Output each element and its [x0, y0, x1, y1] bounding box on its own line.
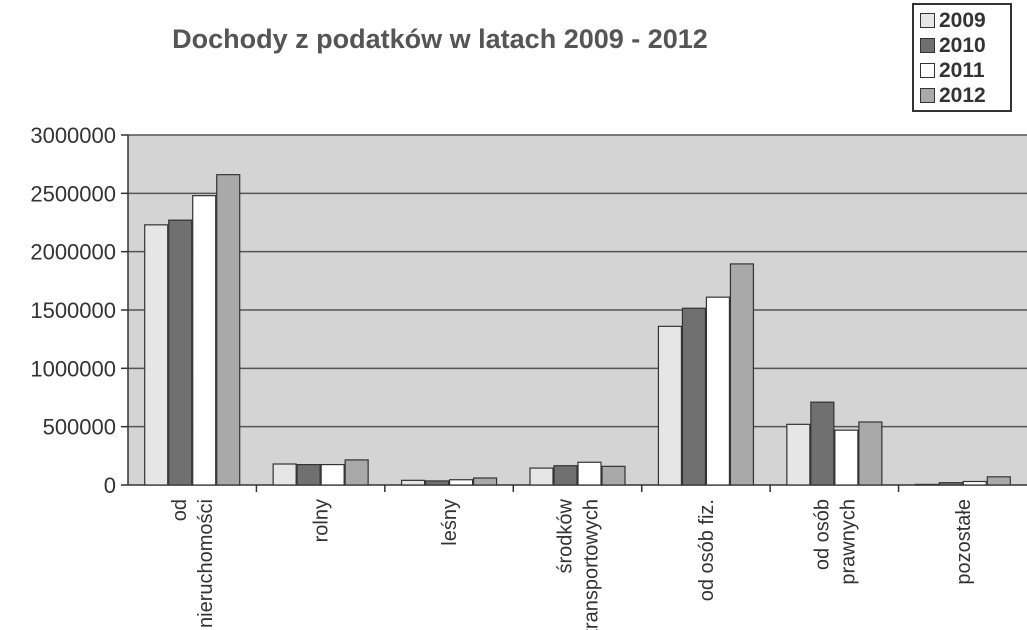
y-tick-label: 0 [104, 473, 116, 498]
legend-swatch [920, 38, 935, 53]
legend-label: 2009 [939, 8, 986, 32]
y-tick-label: 1500000 [30, 298, 116, 323]
legend-label: 2010 [939, 33, 986, 57]
bar-2011-4 [577, 461, 602, 486]
bar-2009-4 [529, 467, 554, 486]
y-tick-label: 3000000 [30, 123, 116, 148]
legend-item-2011: 2011 [920, 58, 1006, 83]
bar-2009-5 [657, 325, 683, 486]
y-tick-label: 2000000 [30, 240, 116, 265]
bar-2009-6 [786, 423, 811, 486]
bar-2010-2 [296, 463, 321, 486]
legend-item-2012: 2012 [920, 83, 1006, 108]
legend-item-2009: 2009 [920, 8, 1006, 33]
bar-2011-5 [705, 296, 731, 486]
bar-2010-6 [810, 401, 835, 486]
y-tick-label: 500000 [43, 415, 116, 440]
bar-2011-2 [320, 463, 345, 486]
legend-item-2010: 2010 [920, 33, 1006, 58]
legend-swatch [920, 88, 935, 103]
x-tick-label: od nieruchomości [169, 499, 217, 628]
bar-2010-3 [424, 480, 450, 486]
legend-swatch [920, 63, 935, 78]
y-tick-label: 2500000 [30, 181, 116, 206]
legend-label: 2011 [939, 58, 985, 82]
bar-2012-6 [858, 421, 883, 486]
bar-2011-6 [834, 429, 859, 486]
x-tick-label: środków transportowych [555, 498, 603, 630]
bar-2012-3 [472, 477, 498, 486]
bar-2010-5 [681, 307, 707, 486]
bar-2009-1 [144, 224, 169, 486]
bar-2011-3 [448, 479, 474, 486]
bar-2009-2 [272, 463, 297, 486]
bar-2010-4 [553, 465, 578, 486]
bar-2010-7 [938, 482, 963, 486]
bar-2010-1 [168, 219, 193, 486]
y-tick-label: 1000000 [30, 356, 116, 381]
legend-label: 2012 [939, 83, 986, 107]
bar-2009-7 [914, 483, 939, 486]
bar-2012-7 [986, 476, 1011, 486]
bar-2012-1 [216, 174, 241, 486]
legend: 2009 2010 2011 2012 [912, 3, 1012, 112]
x-tick-label: leśny [439, 499, 461, 546]
x-tick-label: od osób fiz. [696, 499, 718, 601]
legend-swatch [920, 13, 935, 28]
bar-2011-1 [192, 195, 217, 486]
bar-2012-2 [344, 459, 369, 486]
bar-2011-7 [962, 480, 987, 486]
x-tick-label: pozostałe [953, 499, 975, 585]
chart-title: Dochody z podatków w latach 2009 - 2012 [172, 24, 708, 54]
x-tick-label: od osób prawnych [811, 499, 859, 585]
x-tick-label: rolny [311, 499, 333, 542]
bar-2012-4 [601, 465, 626, 486]
bar-2009-3 [400, 479, 426, 486]
bar-2012-5 [729, 263, 755, 486]
